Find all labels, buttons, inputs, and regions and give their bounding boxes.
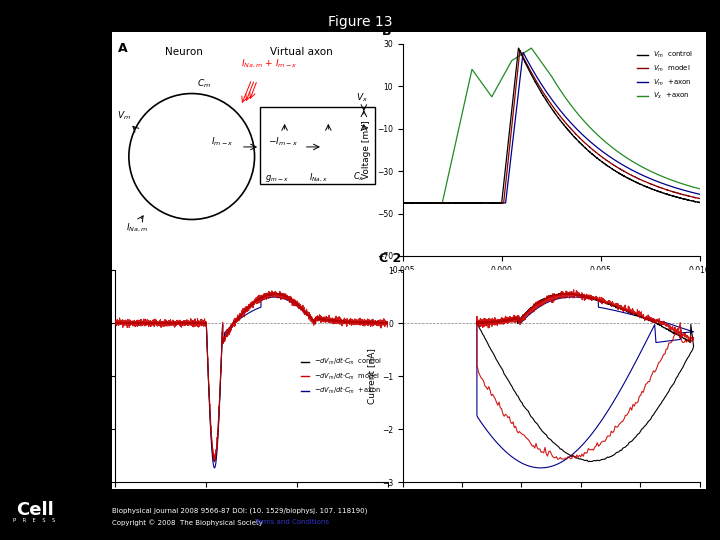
- Text: $I_{Na,m}$: $I_{Na,m}$: [126, 222, 148, 234]
- Text: $C_x$: $C_x$: [353, 171, 364, 183]
- Text: Copyright © 2008  The Biophysical Society: Copyright © 2008 The Biophysical Society: [112, 519, 267, 526]
- Text: P  R  E  S  S: P R E S S: [13, 518, 55, 523]
- Text: Figure 13: Figure 13: [328, 15, 392, 29]
- Text: $I_{Na,m}$ + $I_{m-x}$: $I_{Na,m}$ + $I_{m-x}$: [241, 58, 297, 70]
- Text: A: A: [118, 43, 127, 56]
- Text: Terms and Conditions: Terms and Conditions: [254, 519, 329, 525]
- Text: $C_m$: $C_m$: [197, 78, 211, 90]
- Text: Neuron: Neuron: [165, 47, 202, 57]
- Legend: $V_m$  control, $V_m$  model, $V_m$  +axon, $V_x$  +axon: $V_m$ control, $V_m$ model, $V_m$ +axon,…: [634, 48, 696, 104]
- Text: C 1: C 1: [88, 252, 110, 265]
- Legend: $-dV_m/dt$$\cdot$$C_m$  control, $-dV_m/dt$$\cdot$$C_m$  model, $-dV_m/dt$$\cdot: $-dV_m/dt$$\cdot$$C_m$ control, $-dV_m/d…: [298, 353, 385, 399]
- Y-axis label: Current [nA]: Current [nA]: [367, 348, 376, 404]
- Y-axis label: Voltage [mV]: Voltage [mV]: [362, 120, 372, 179]
- Text: $V_x$: $V_x$: [356, 91, 368, 104]
- Text: $I_{Na,x}$: $I_{Na,x}$: [309, 171, 328, 184]
- Text: $I_{m-x}$: $I_{m-x}$: [211, 135, 233, 148]
- X-axis label: Time [s]: Time [s]: [533, 280, 570, 289]
- Text: Cell: Cell: [16, 501, 53, 519]
- Text: Biophysical Journal 2008 9566-87 DOI: (10. 1529/biophysj. 107. 118190): Biophysical Journal 2008 9566-87 DOI: (1…: [112, 508, 367, 514]
- X-axis label: Time [s]: Time [s]: [233, 507, 270, 516]
- Text: B: B: [382, 25, 392, 38]
- X-axis label: Voltage [mV]: Voltage [mV]: [522, 507, 580, 516]
- Text: Virtual axon: Virtual axon: [269, 47, 333, 57]
- Text: $-I_{m-x}$: $-I_{m-x}$: [269, 135, 298, 148]
- Text: $g_{m-x}$: $g_{m-x}$: [266, 173, 289, 184]
- Y-axis label: Current [nA]: Current [nA]: [80, 348, 89, 404]
- Text: $V_m$: $V_m$: [117, 109, 130, 122]
- Text: C 2: C 2: [379, 252, 401, 265]
